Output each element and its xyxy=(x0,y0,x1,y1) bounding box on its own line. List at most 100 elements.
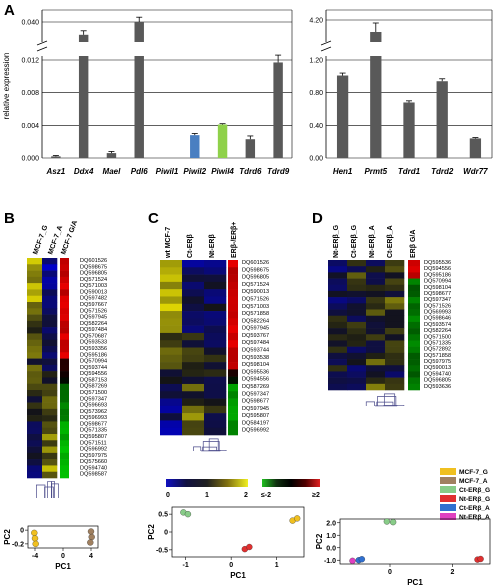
heatmap-cell xyxy=(160,267,183,275)
heatmap-cell xyxy=(27,402,43,410)
heatmap-cell xyxy=(42,421,58,429)
heatmap-cell xyxy=(366,377,386,385)
annotation-cell xyxy=(408,359,420,366)
annotation-cell xyxy=(60,289,69,297)
heatmap-cell xyxy=(366,266,386,273)
y-tick-label: 0.040 xyxy=(21,20,39,27)
annotation-cell xyxy=(228,398,238,407)
x-category-label: Piwil2 xyxy=(183,167,206,176)
annotation-column-label: MCF-7 G/A xyxy=(60,220,79,256)
heatmap-cell xyxy=(27,333,43,341)
axis-break-mark xyxy=(320,40,332,46)
heatmap-cell xyxy=(347,334,367,341)
heatmap-row-label: DQ596805 xyxy=(424,378,451,384)
heatmap-cell xyxy=(328,266,348,273)
heatmap-cell xyxy=(160,427,183,436)
annotation-cell xyxy=(60,371,69,378)
heatmap-cell xyxy=(27,459,43,466)
dendrogram-branch xyxy=(193,446,202,451)
annotation-cell xyxy=(408,290,420,298)
bar xyxy=(190,135,200,158)
heatmap-cell xyxy=(347,315,367,323)
annotation-cell xyxy=(60,459,69,466)
heatmap-cell xyxy=(204,413,227,421)
heatmap-cell xyxy=(366,371,386,378)
annotation-cell xyxy=(408,383,420,391)
heatmap-cell xyxy=(328,278,348,286)
annotation-cell xyxy=(228,267,238,275)
y-tick-label: 0.0 xyxy=(326,545,336,552)
heatmap-cell xyxy=(182,296,205,305)
heatmap-cell xyxy=(385,346,405,354)
heatmap-cell xyxy=(366,346,386,354)
heatmap-cell xyxy=(42,408,58,416)
heatmap-cell xyxy=(42,333,58,341)
heatmap-cell xyxy=(42,258,58,265)
x-tick-label: -1 xyxy=(183,562,189,569)
panel-label-a: A xyxy=(4,2,15,19)
annotation-cell xyxy=(408,260,420,267)
heatmap-cell xyxy=(204,369,227,377)
heatmap-cell xyxy=(160,340,183,348)
heatmap-cell xyxy=(42,352,58,359)
heatmap-cell xyxy=(385,352,405,360)
heatmap-cell xyxy=(27,427,43,435)
annotation-cell xyxy=(228,354,238,363)
heatmap-cell xyxy=(385,359,405,366)
heatmap-cell xyxy=(182,347,205,356)
heatmap-cell xyxy=(42,396,58,403)
x-category-label: Tdrd9 xyxy=(267,167,290,176)
heatmap-cell xyxy=(27,258,43,265)
heatmap-cell xyxy=(366,278,386,286)
heatmap-cell xyxy=(182,318,205,326)
annotation-cell xyxy=(228,260,238,268)
heatmap-cell xyxy=(160,383,183,392)
heatmap-cell xyxy=(42,339,58,347)
annotation-cell xyxy=(408,297,420,304)
heatmap-cell xyxy=(347,365,367,372)
heatmap-row-label: DQ597484 xyxy=(80,327,107,333)
heatmap-row-label: DQ593767 xyxy=(242,333,269,339)
y-axis-title: PC2 xyxy=(147,524,156,540)
y-tick-label: 0.000 xyxy=(21,156,39,163)
heatmap-row-label: DQ593744 xyxy=(80,365,107,371)
heatmap-cell xyxy=(366,260,386,267)
heatmap-cell xyxy=(42,371,58,378)
heatmap-row-label: DQ570994 xyxy=(424,279,451,285)
heatmap-cell xyxy=(385,297,405,304)
heatmap-cell xyxy=(204,281,227,290)
heatmap-cell xyxy=(182,391,205,399)
heatmap-row-label: DQ571003 xyxy=(242,304,269,310)
y-tick-label: 0.00 xyxy=(309,156,323,163)
heatmap-cell xyxy=(27,289,43,297)
heatmap-cell xyxy=(328,260,348,267)
heatmap-cell xyxy=(42,446,58,454)
heatmap-row-label: DQ587269 xyxy=(80,384,107,390)
scatter-point xyxy=(87,528,95,535)
annotation-cell xyxy=(60,440,69,447)
heatmap-cell xyxy=(160,405,183,414)
y-axis-title: PC2 xyxy=(3,529,12,545)
heatmap-row-label: DQ595536 xyxy=(242,369,269,375)
bar xyxy=(403,102,415,158)
annotation-cell xyxy=(60,302,69,309)
scatter-point xyxy=(88,533,95,541)
heatmap-cell xyxy=(160,354,183,363)
annotation-cell xyxy=(60,415,69,422)
heatmap-row-label: DQ596805 xyxy=(80,271,107,277)
heatmap-cell xyxy=(160,369,183,377)
heatmap-cell xyxy=(182,405,205,414)
annotation-cell xyxy=(228,420,238,429)
bar xyxy=(273,62,283,159)
heatmap-cell xyxy=(182,413,205,421)
heatmap-cell xyxy=(385,290,405,298)
heatmap-cell xyxy=(27,339,43,347)
heatmap-column-label: wt MCF-7 xyxy=(165,227,172,259)
scale-tick-label: 0 xyxy=(166,492,170,499)
heatmap-row-label: DQ597945 xyxy=(242,326,269,332)
heatmap-row-label: DQ593356 xyxy=(80,346,107,352)
heatmap-cell xyxy=(160,303,183,312)
x-category-label: Tdrd1 xyxy=(398,167,421,176)
annotation-column-label: ERβ G/A xyxy=(410,230,417,258)
heatmap-cell xyxy=(328,365,348,372)
